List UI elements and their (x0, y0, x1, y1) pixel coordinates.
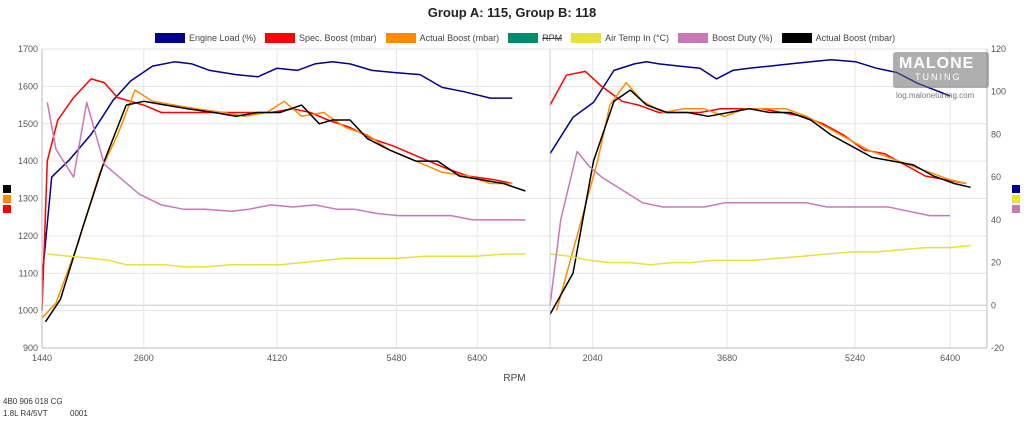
x-tick-label: 6400 (940, 353, 960, 363)
x-tick-label: 5240 (845, 353, 865, 363)
y-right-tick-label: 40 (991, 215, 1001, 225)
y-left-tick-label: 1600 (18, 81, 38, 91)
x-tick-label: 3680 (717, 353, 737, 363)
legend-swatch (155, 33, 185, 43)
legend-swatch (385, 33, 416, 43)
legend-item[interactable]: Engine Load (%) (155, 33, 256, 43)
legend-label: Engine Load (%) (189, 33, 257, 43)
chart-title: Group A: 115, Group B: 118 (427, 5, 597, 20)
watermark-logo-box: MALONE TUNING (893, 52, 989, 88)
x-tick-label: 1440 (32, 353, 52, 363)
ecu-code: 0001 (70, 409, 88, 418)
y-left-tick-label: 1000 (18, 306, 38, 316)
y-left-tick-label: 1500 (18, 119, 38, 129)
legend-label: Actual Boost (mbar) (815, 33, 896, 43)
x-tick-label: 2600 (134, 353, 154, 363)
y-left-tick-label: 1100 (19, 268, 38, 278)
series-line-a-3 (44, 100, 526, 323)
legend-swatch (265, 33, 296, 43)
y-right-tick-label: 80 (991, 129, 1001, 139)
legend-swatch (781, 33, 812, 43)
legend-label: Boost Duty (%) (712, 33, 773, 43)
legend-item[interactable]: RPM (508, 33, 562, 43)
right-axis-markers (1012, 185, 1020, 215)
ecu-part-number: 4B0 906 018 CG (3, 397, 63, 406)
left-axis-markers (3, 185, 11, 215)
series-line-b-0 (549, 58, 951, 155)
series-line-b-4 (549, 244, 971, 266)
y-right-tick-label: 0 (991, 300, 996, 310)
legend-label: Air Temp In (°C) (605, 33, 670, 43)
axis-series-marker (1012, 185, 1020, 193)
x-tick-label: 2040 (583, 353, 603, 363)
series-line-a-4 (47, 253, 526, 268)
legend-swatch (508, 33, 539, 43)
series-line-a-5 (46, 101, 526, 221)
series-line-b-3 (549, 89, 971, 315)
axis-series-marker (1012, 205, 1020, 213)
axis-series-marker (1012, 195, 1020, 203)
watermark-logo-subtext: TUNING (915, 72, 962, 82)
legend-label: Spec. Boost (mbar) (299, 33, 377, 43)
y-right-tick-label: 120 (991, 44, 1006, 54)
y-right-tick-label: 60 (991, 172, 1001, 182)
y-right-tick-label: 20 (991, 258, 1001, 268)
watermark-url: log.malonetuning.com (896, 91, 975, 100)
x-tick-label: 5480 (386, 353, 406, 363)
x-tick-label: 6400 (467, 353, 487, 363)
engine-code: 1.8L R4/5VT (3, 409, 48, 418)
y-left-tick-label: 1400 (18, 156, 38, 166)
axis-series-marker (3, 195, 11, 203)
legend-swatch (571, 33, 602, 43)
series-line-b-2 (555, 81, 967, 311)
legend-item[interactable]: Boost Duty (%) (678, 33, 773, 43)
series-line-a-1 (41, 78, 513, 311)
legend-item[interactable]: Actual Boost (mbar) (385, 33, 500, 43)
watermark-logo-text: MALONE (899, 55, 975, 72)
legend-label: RPM (542, 33, 563, 43)
legend-item[interactable]: Air Temp In (°C) (571, 33, 669, 43)
x-axis-title: RPM (503, 373, 525, 384)
chart-legend: Engine Load (%) Spec. Boost (mbar) Actual … (155, 31, 904, 45)
y-left-tick-label: 1200 (18, 231, 38, 241)
y-left-tick-label: 900 (23, 343, 38, 353)
axis-series-marker (3, 205, 11, 213)
legend-item[interactable]: Actual Boost (mbar) (781, 33, 896, 43)
legend-label: Actual Boost (mbar) (419, 33, 500, 43)
x-tick-label: 4120 (267, 353, 287, 363)
brand-watermark: MALONE TUNING log.malonetuning.com (893, 52, 989, 102)
legend-item[interactable]: Spec. Boost (mbar) (265, 33, 377, 43)
series-line-a-0 (41, 61, 513, 280)
y-left-tick-label: 1300 (18, 194, 38, 204)
series-line-b-5 (549, 150, 951, 306)
y-left-tick-label: 1700 (18, 44, 38, 54)
axis-series-marker (3, 185, 11, 193)
y-right-tick-label: -20 (991, 343, 1004, 353)
legend-swatch (678, 33, 709, 43)
y-right-tick-label: 100 (991, 87, 1006, 97)
